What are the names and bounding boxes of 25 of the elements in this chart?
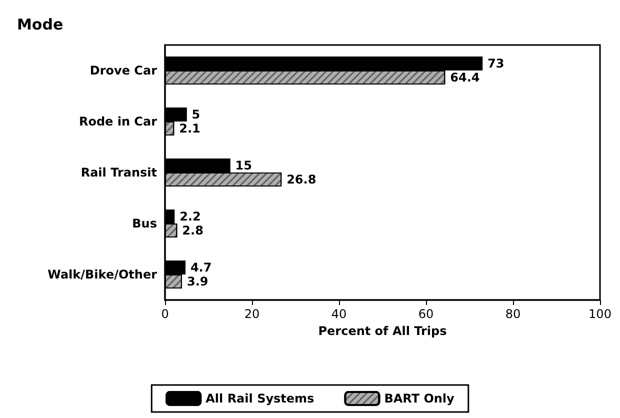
- data-label: 64.4: [450, 70, 480, 84]
- y-tick-label: Rail Transit: [80, 166, 158, 180]
- y-tick-label: Rode in Car: [78, 114, 158, 128]
- data-label: 26.8: [286, 172, 316, 186]
- x-tick-label: 40: [331, 307, 347, 321]
- legend-label: BART Only: [384, 392, 455, 406]
- legend-label: All Rail Systems: [206, 392, 314, 406]
- data-label: 3.9: [186, 274, 208, 288]
- y-tick-label: Bus: [132, 216, 157, 230]
- data-label: 2.8: [182, 224, 204, 238]
- data-label: 4.7: [190, 260, 212, 274]
- x-tick-label: 60: [418, 307, 434, 321]
- data-label: 2.2: [180, 210, 201, 224]
- x-tick-label: 80: [505, 307, 521, 321]
- x-tick-label: 0: [161, 307, 169, 321]
- x-axis-title: Percent of All Trips: [318, 324, 447, 338]
- y-axis-title: Mode: [17, 16, 64, 34]
- x-tick-label: 20: [244, 307, 260, 321]
- data-label: 5: [192, 108, 200, 122]
- data-label: 73: [488, 56, 504, 70]
- y-tick-label: Drove Car: [90, 64, 158, 78]
- data-label: 2.1: [179, 122, 200, 136]
- y-tick-label: Walk/Bike/Other: [48, 268, 158, 282]
- data-label: 15: [235, 158, 252, 172]
- x-tick-label: 100: [588, 307, 612, 321]
